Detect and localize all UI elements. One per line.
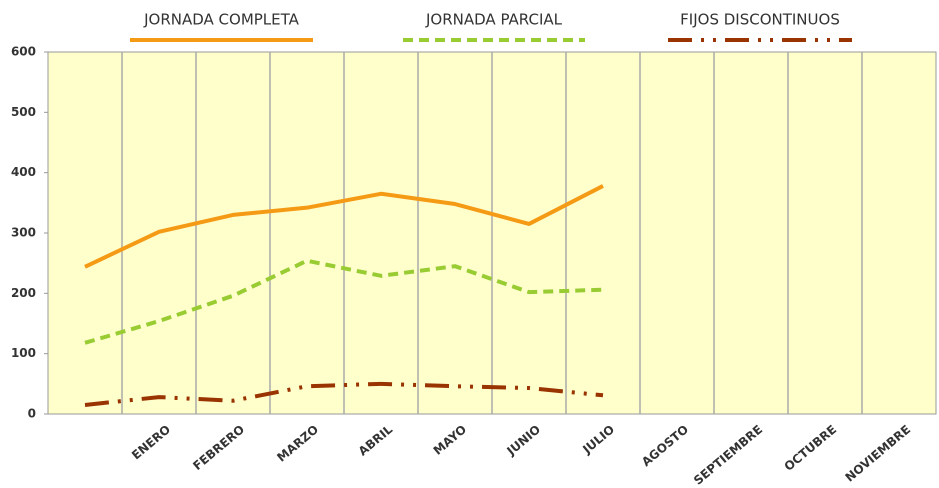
x-tick-label: AGOSTO	[639, 422, 691, 469]
y-tick-label: 200	[11, 286, 36, 300]
x-tick-label: JULIO	[579, 422, 617, 457]
series-line	[84, 258, 604, 345]
x-tick-label: ABRIL	[356, 422, 396, 459]
y-tick-label: 100	[11, 346, 36, 360]
x-tick-label: FEBRERO	[190, 422, 247, 473]
y-tick-label: 600	[11, 45, 36, 59]
x-tick-label: MAYO	[431, 422, 470, 458]
x-tick-label: JUNIO	[504, 422, 544, 458]
x-tick-label: NOVIEMBRE	[843, 422, 914, 484]
legend-label: JORNADA PARCIAL	[425, 11, 563, 29]
series-line	[84, 381, 604, 407]
y-tick-label: 400	[11, 165, 36, 179]
x-tick-label: OCTUBRE	[782, 422, 840, 474]
x-tick-label: SEPTIEMBRE	[691, 422, 765, 487]
legend-label: JORNADA COMPLETA	[143, 11, 300, 29]
x-tick-label: MARZO	[274, 422, 321, 464]
series-line	[84, 184, 604, 269]
legend-label: FIJOS DISCONTINUOS	[680, 11, 840, 29]
x-tick-label: ENERO	[129, 422, 173, 462]
y-tick-label: 0	[28, 407, 36, 421]
y-tick-label: 300	[11, 226, 36, 240]
y-tick-label: 500	[11, 105, 36, 119]
